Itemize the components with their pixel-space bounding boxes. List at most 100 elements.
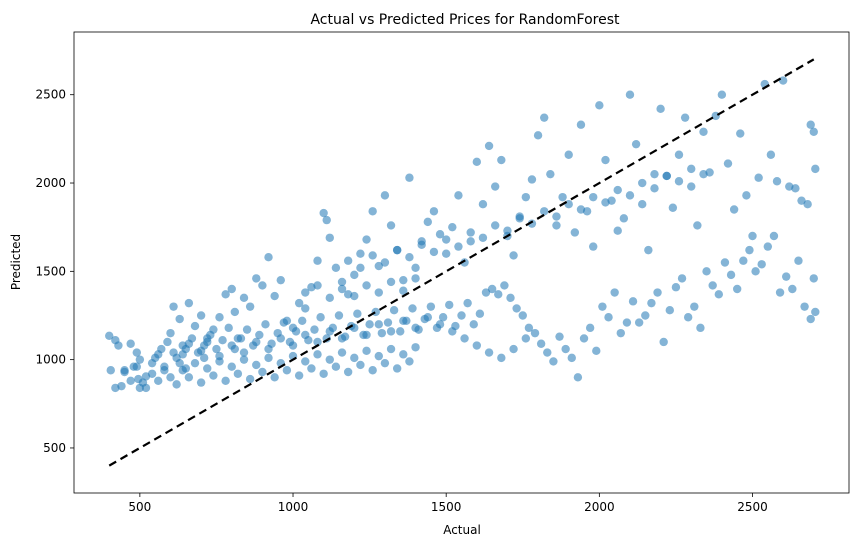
data-point bbox=[343, 256, 353, 265]
data-point bbox=[794, 256, 803, 265]
data-point bbox=[435, 320, 445, 329]
data-point bbox=[279, 318, 289, 327]
data-point bbox=[720, 258, 730, 267]
data-point bbox=[255, 330, 264, 340]
data-point bbox=[674, 150, 684, 159]
x-tick-label: 2500 bbox=[737, 500, 768, 514]
data-point bbox=[196, 378, 206, 387]
data-point bbox=[301, 288, 310, 297]
x-tick-label: 500 bbox=[128, 500, 151, 514]
data-point bbox=[239, 348, 249, 357]
data-point bbox=[736, 129, 745, 138]
data-point bbox=[503, 226, 512, 235]
data-point bbox=[175, 358, 184, 368]
data-point bbox=[399, 275, 408, 285]
data-point bbox=[543, 348, 552, 357]
data-point bbox=[536, 339, 546, 348]
data-point bbox=[800, 302, 809, 311]
data-point bbox=[708, 281, 717, 290]
data-point bbox=[475, 309, 485, 318]
data-point bbox=[264, 344, 273, 354]
data-point bbox=[628, 297, 638, 306]
data-point bbox=[365, 320, 374, 329]
data-point bbox=[585, 323, 595, 333]
data-point bbox=[276, 334, 285, 343]
data-point bbox=[487, 284, 497, 294]
data-point bbox=[178, 350, 187, 359]
data-point bbox=[389, 305, 399, 315]
data-point bbox=[742, 191, 751, 200]
data-point bbox=[595, 101, 604, 110]
data-point bbox=[788, 284, 797, 294]
data-point bbox=[797, 196, 806, 205]
data-point bbox=[429, 207, 439, 216]
data-point bbox=[638, 178, 647, 188]
data-point bbox=[313, 337, 322, 347]
data-point bbox=[699, 169, 708, 179]
data-point bbox=[380, 258, 390, 267]
data-point bbox=[288, 341, 298, 350]
data-point bbox=[337, 348, 347, 357]
data-point bbox=[809, 127, 818, 136]
chart-title: Actual vs Predicted Prices for RandomFor… bbox=[310, 12, 620, 28]
data-point bbox=[386, 344, 396, 354]
data-point bbox=[154, 376, 163, 386]
data-point bbox=[604, 313, 613, 322]
data-point bbox=[494, 290, 503, 299]
data-point bbox=[343, 367, 353, 377]
data-point bbox=[653, 288, 662, 297]
y-tick-label: 1000 bbox=[35, 353, 66, 367]
data-point bbox=[732, 284, 742, 294]
plot-frame bbox=[73, 31, 850, 494]
data-point bbox=[601, 155, 610, 165]
data-point bbox=[350, 353, 359, 363]
data-point bbox=[438, 313, 448, 322]
data-point bbox=[408, 304, 417, 313]
data-point bbox=[374, 261, 383, 271]
y-tick-label: 1500 bbox=[35, 264, 66, 278]
data-point bbox=[411, 343, 420, 352]
data-point bbox=[448, 327, 457, 336]
data-point bbox=[368, 251, 377, 260]
data-point bbox=[811, 307, 820, 317]
data-point bbox=[310, 325, 319, 334]
data-point bbox=[227, 284, 236, 294]
data-point bbox=[426, 302, 436, 311]
data-point bbox=[435, 230, 445, 239]
data-point bbox=[625, 90, 635, 99]
data-point bbox=[386, 277, 396, 287]
data-point bbox=[411, 323, 420, 333]
data-point bbox=[334, 311, 344, 320]
data-point bbox=[518, 311, 527, 320]
data-point bbox=[245, 374, 255, 384]
data-point bbox=[319, 208, 328, 218]
data-point bbox=[650, 169, 659, 179]
data-point bbox=[301, 357, 310, 366]
data-point bbox=[147, 369, 157, 378]
data-point bbox=[579, 334, 589, 343]
data-point bbox=[141, 383, 151, 393]
data-point bbox=[625, 191, 635, 200]
data-point bbox=[258, 367, 267, 377]
data-point bbox=[576, 205, 586, 214]
data-point bbox=[622, 318, 632, 327]
data-point bbox=[533, 131, 543, 140]
data-point bbox=[331, 362, 341, 371]
data-point bbox=[111, 383, 120, 393]
data-point bbox=[555, 332, 564, 341]
data-point bbox=[405, 173, 414, 182]
data-point bbox=[524, 323, 534, 333]
data-point bbox=[567, 353, 576, 363]
data-point bbox=[644, 245, 653, 255]
data-point bbox=[484, 141, 494, 151]
data-point bbox=[411, 263, 420, 272]
data-point bbox=[396, 327, 405, 336]
data-point bbox=[757, 260, 766, 269]
data-point bbox=[549, 357, 558, 366]
points-layer bbox=[105, 76, 820, 393]
data-point bbox=[677, 274, 687, 283]
data-point bbox=[399, 350, 408, 359]
data-point bbox=[589, 242, 598, 251]
data-point bbox=[745, 245, 754, 255]
